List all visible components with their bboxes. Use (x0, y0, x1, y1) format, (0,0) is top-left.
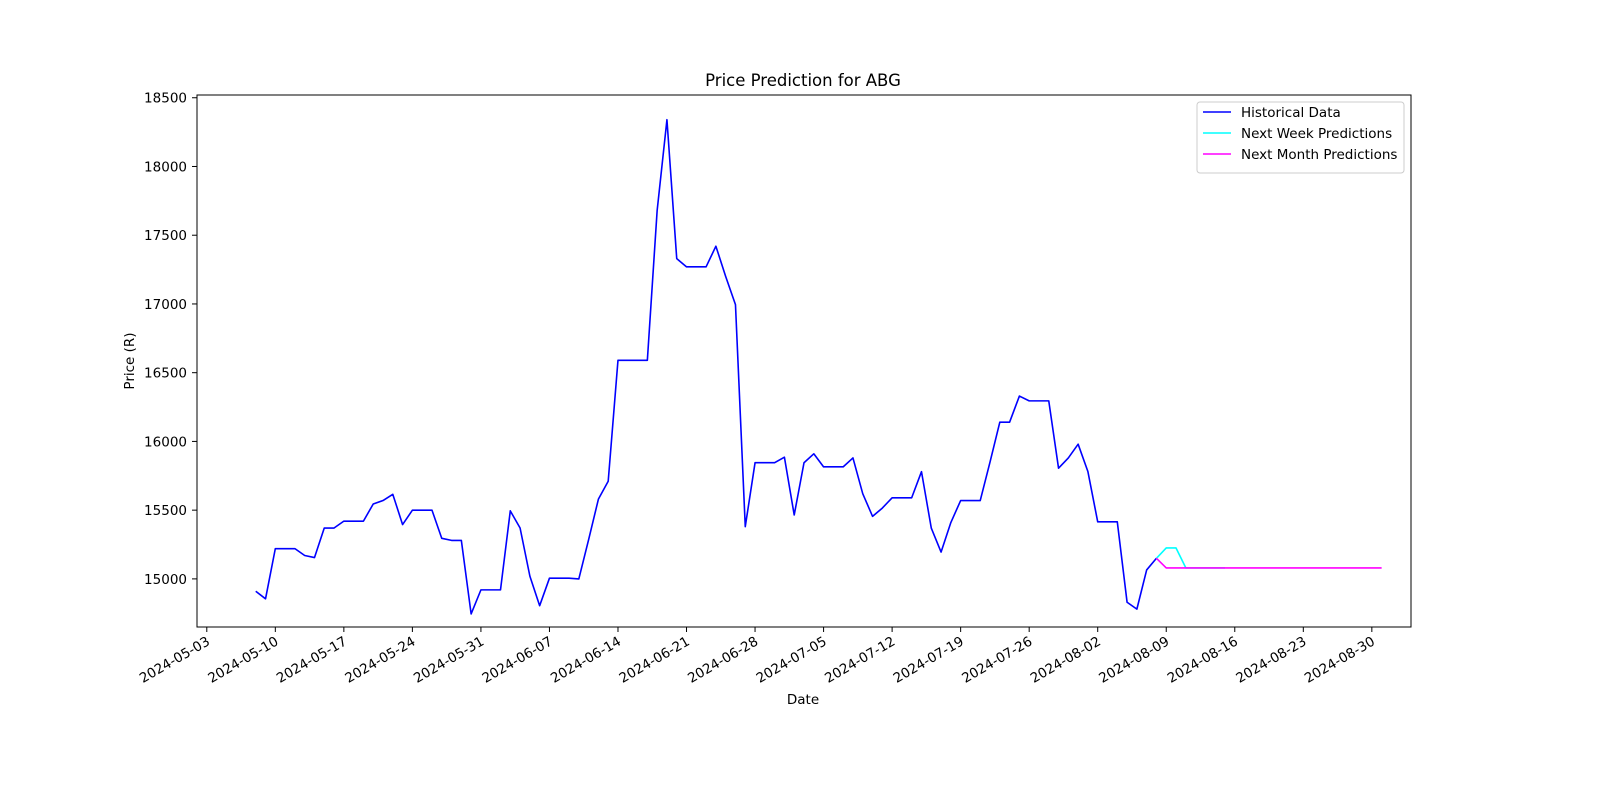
y-axis: 15000 15500 16000 16500 17000 17500 18000 18500 (144, 91, 197, 588)
legend-label: Next Month Predictions (1241, 147, 1397, 163)
y-tick-label: 17500 (144, 228, 187, 244)
legend: Historical Data Next Week Predictions Next… (1196, 101, 1405, 174)
y-tick-label: 16000 (144, 434, 187, 450)
y-tick-label: 18000 (144, 159, 187, 175)
y-tick-label: 15000 (144, 572, 187, 588)
plot-frame (196, 94, 1412, 628)
chart-title: Price Prediction for ABG (705, 71, 901, 90)
series-line-1 (255, 118, 1158, 615)
legend-label: Historical Data (1241, 105, 1341, 121)
legend-label: Next Week Predictions (1241, 126, 1392, 142)
x-axis-label: Date (787, 692, 819, 708)
y-tick-label: 15500 (144, 503, 187, 519)
y-tick-label: 17000 (144, 297, 187, 313)
y-axis-label: Price (R) (122, 332, 138, 389)
series-line-3 (1155, 557, 1382, 569)
y-tick-label: 18500 (144, 91, 187, 107)
plot-lines (255, 118, 1382, 615)
y-tick-label: 16500 (144, 366, 187, 382)
legend-box (1196, 101, 1405, 174)
